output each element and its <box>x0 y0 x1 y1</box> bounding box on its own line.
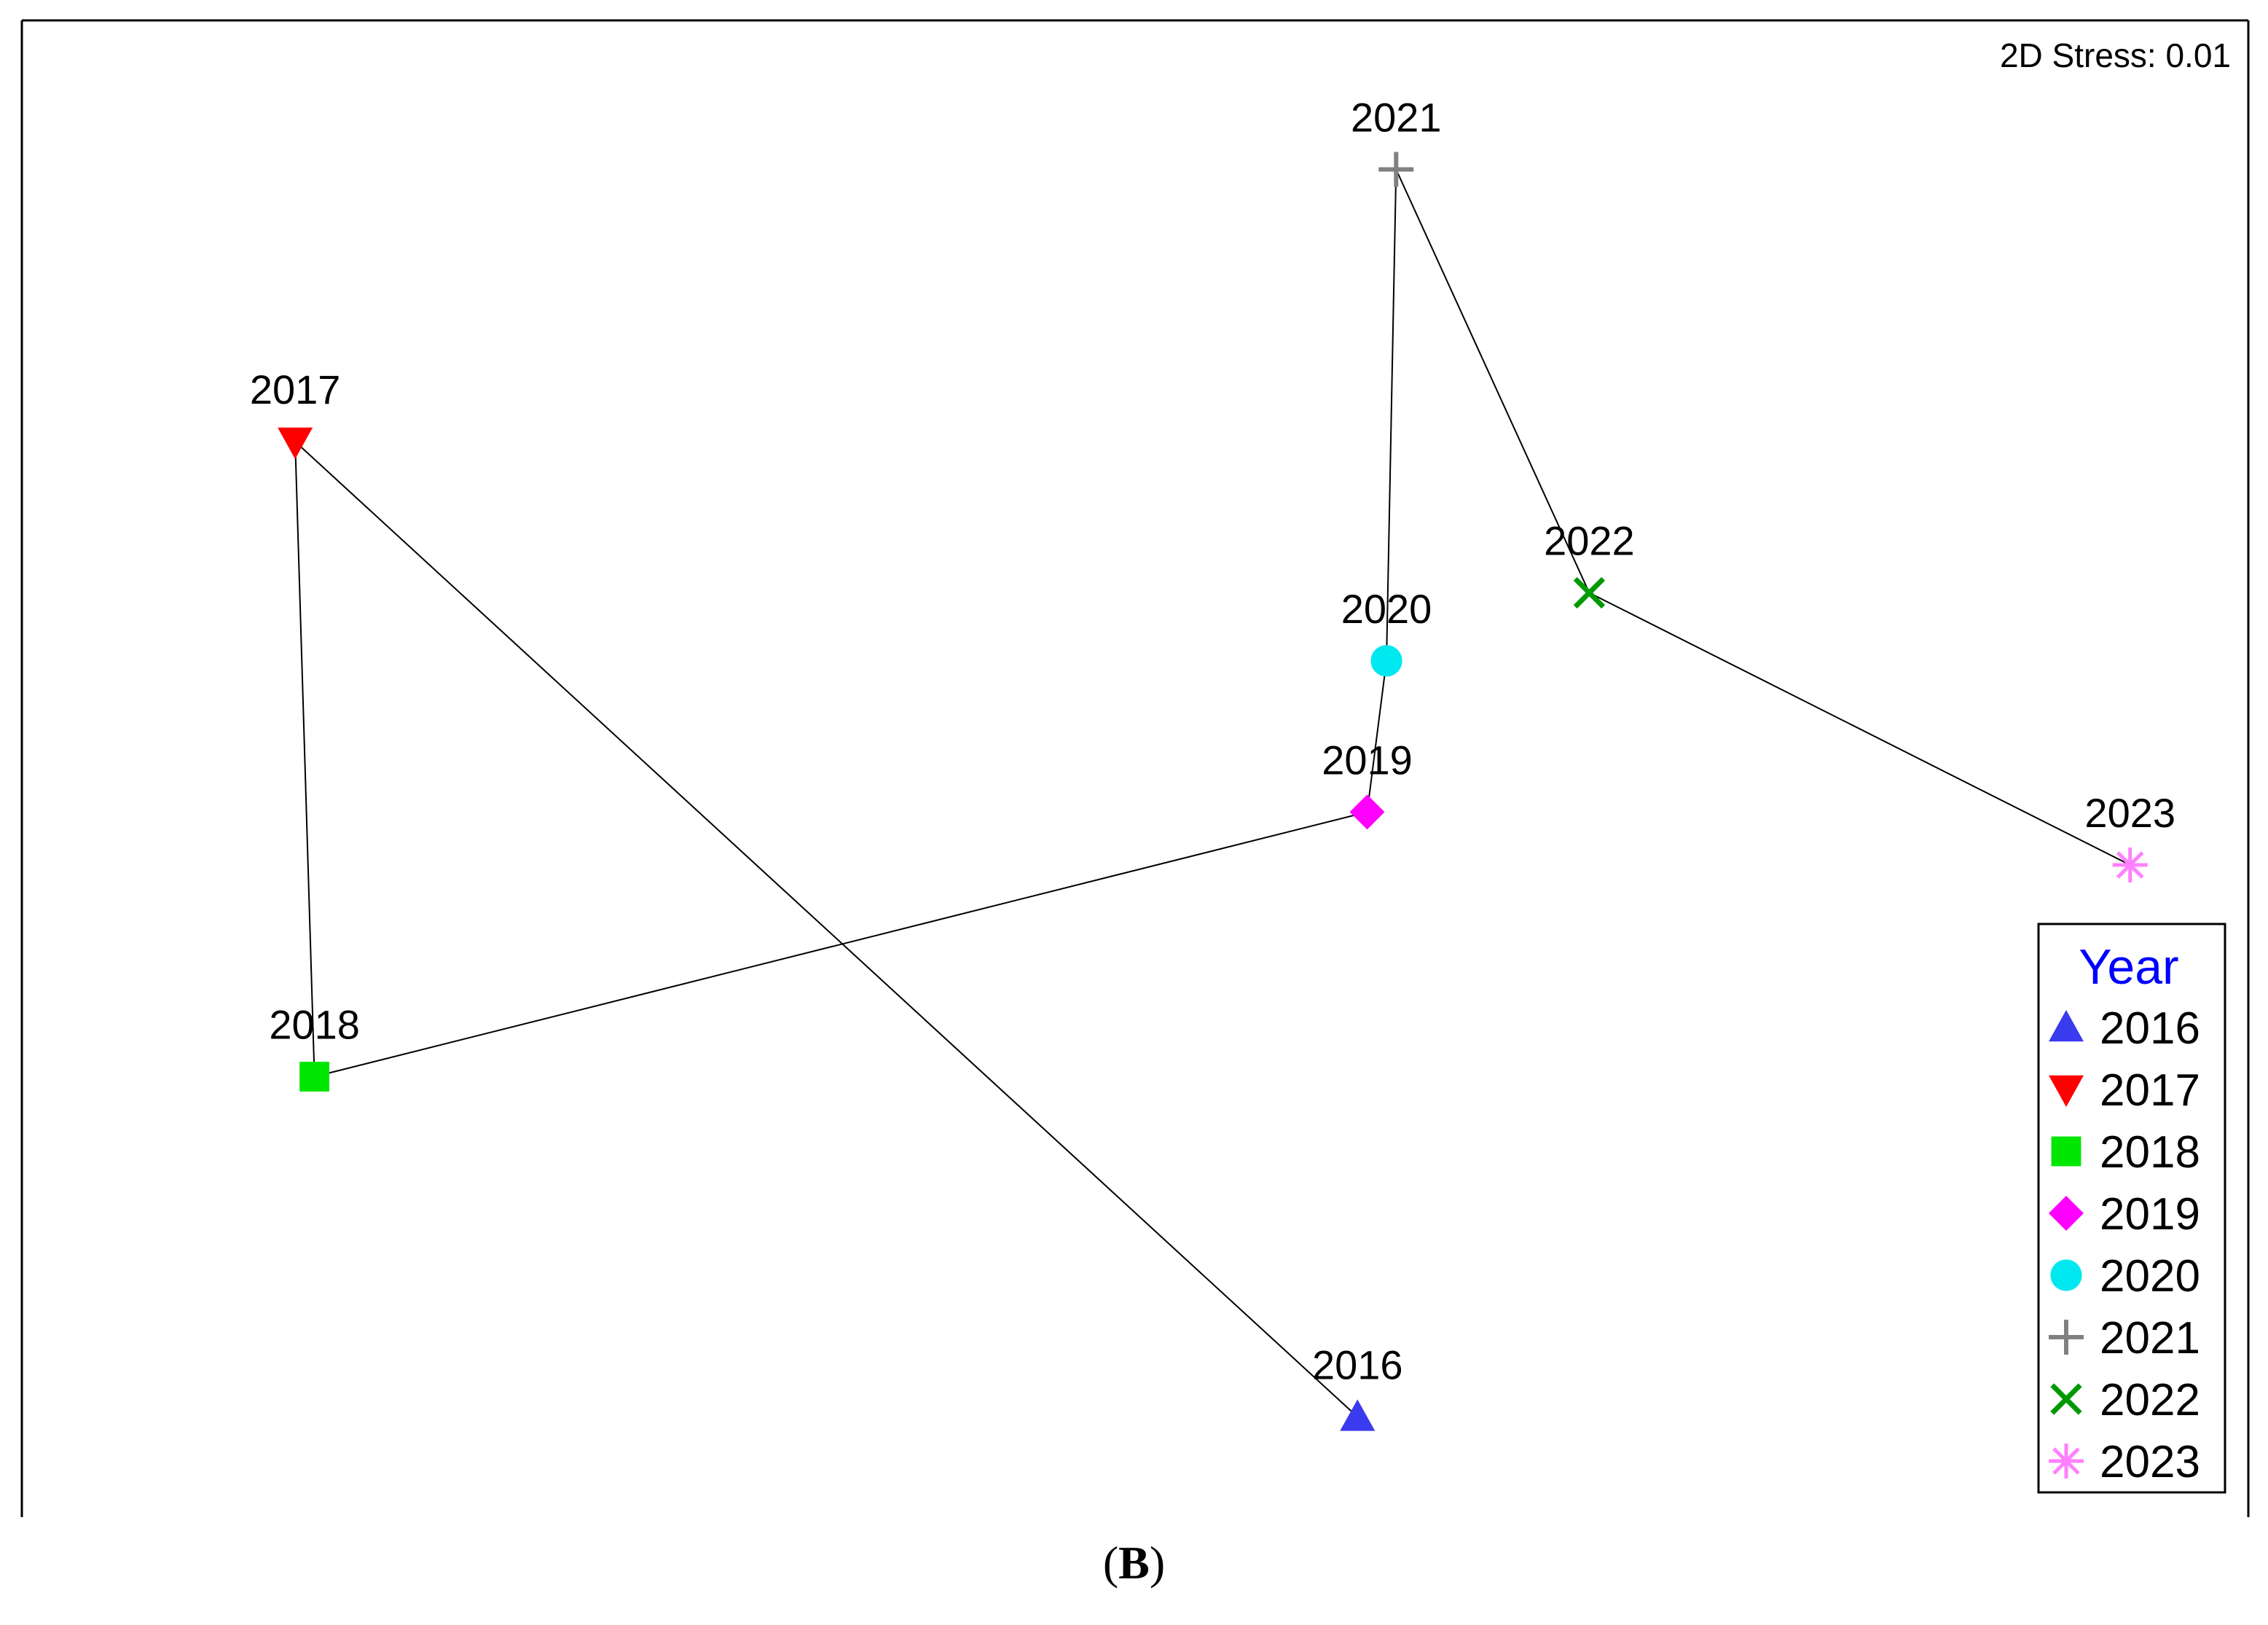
legend-label-2019: 2019 <box>2100 1189 2200 1240</box>
legend-marker-2023 <box>2049 1444 2084 1479</box>
point-2021 <box>1378 152 1414 187</box>
trajectory-segment-2021-2022 <box>1395 169 1590 593</box>
point-label-2023: 2023 <box>2084 790 2175 836</box>
legend-marker-2019 <box>2049 1196 2084 1231</box>
trajectory <box>294 169 2131 1418</box>
legend-marker-2021 <box>2049 1320 2084 1355</box>
legend-marker-2020 <box>2050 1259 2082 1291</box>
plot-frame <box>20 19 2250 1517</box>
point-2023 <box>2112 847 2148 882</box>
point-label-2018: 2018 <box>269 1002 360 1048</box>
legend-label-2016: 2016 <box>2100 1003 2200 1054</box>
point-label-2017: 2017 <box>250 367 341 412</box>
legend-marker-2017 <box>2049 1075 2084 1107</box>
panel-label-open: ( <box>1102 1537 1119 1589</box>
trajectory-segment-2019-2020 <box>1366 660 1388 812</box>
point-labels: 2016 2017 2018 2019 2020 2021 2022 2023 <box>250 95 2175 1388</box>
point-2018 <box>299 1062 330 1092</box>
legend-label-2020: 2020 <box>2100 1251 2200 1301</box>
point-2020 <box>1370 645 1402 677</box>
point-label-2019: 2019 <box>1322 737 1413 783</box>
panel-label: (B) <box>0 1536 2268 1590</box>
point-label-2021: 2021 <box>1351 95 1442 141</box>
trajectory-segment-2016-2017 <box>294 441 1358 1418</box>
legend-marker-2022 <box>2050 1383 2082 1415</box>
panel-label-close: ) <box>1149 1537 1166 1589</box>
legend-marker-2018 <box>2051 1136 2081 1167</box>
trajectory-segment-2020-2021 <box>1386 169 1397 661</box>
legend-entries: 2016 2017 2018 2019 2020 2021 2022 2023 <box>2049 1003 2200 1487</box>
point-2016 <box>1340 1399 1376 1431</box>
legend-label-2017: 2017 <box>2100 1065 2200 1116</box>
point-2019 <box>1349 794 1385 830</box>
stress-label: 2D Stress: 0.01 <box>2000 36 2231 74</box>
legend-label-2018: 2018 <box>2100 1127 2200 1178</box>
legend: Year 2016 2017 2018 2019 2020 2021 2022 2023 <box>2037 923 2226 1494</box>
panel-label-letter: B <box>1118 1537 1150 1589</box>
data-points <box>278 152 2148 1431</box>
legend-marker-2016 <box>2049 1010 2084 1042</box>
point-2022 <box>1573 576 1606 609</box>
trajectory-segment-2022-2023 <box>1588 592 2131 866</box>
legend-label-2022: 2022 <box>2100 1375 2200 1425</box>
point-label-2016: 2016 <box>1312 1342 1403 1387</box>
trajectory-segment-2017-2018 <box>294 441 315 1077</box>
point-label-2022: 2022 <box>1544 518 1635 564</box>
legend-title: Year <box>2079 939 2178 995</box>
legend-label-2021: 2021 <box>2100 1313 2200 1363</box>
point-label-2020: 2020 <box>1341 586 1432 632</box>
legend-label-2023: 2023 <box>2100 1437 2200 1487</box>
point-2017 <box>278 427 313 459</box>
trajectory-segment-2018-2019 <box>314 811 1368 1078</box>
